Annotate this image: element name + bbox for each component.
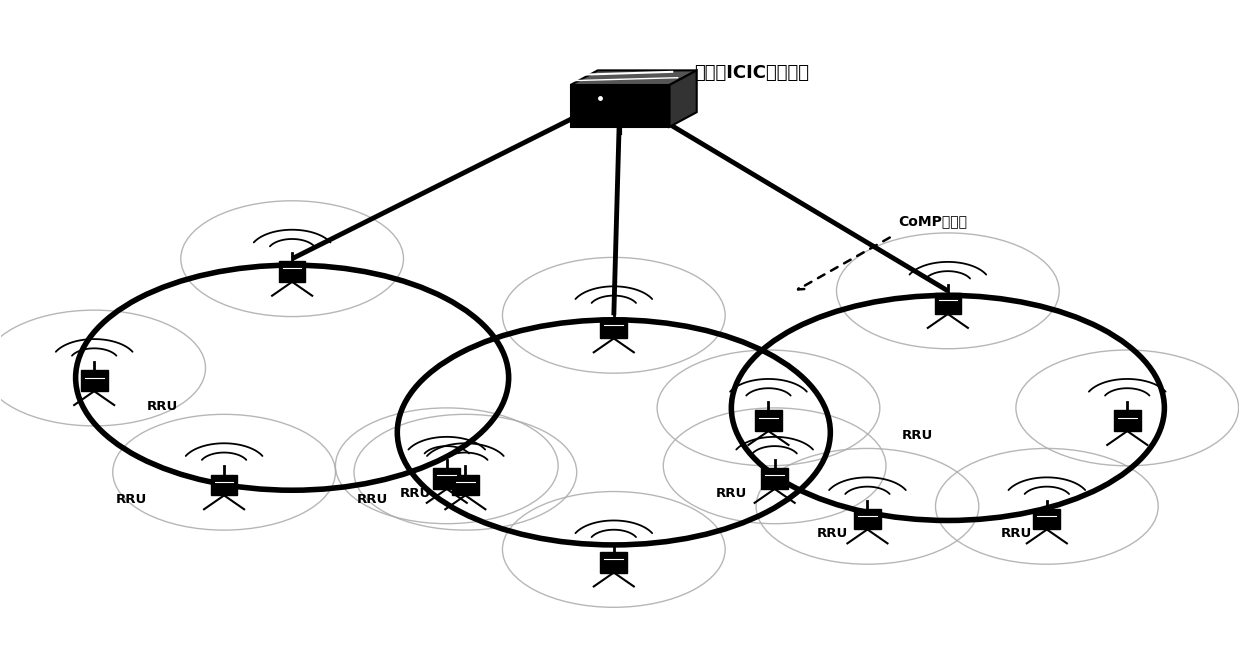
Text: RRU: RRU xyxy=(115,494,146,506)
Bar xyxy=(600,552,627,572)
Text: RRU: RRU xyxy=(901,429,932,442)
Bar xyxy=(453,475,479,495)
Bar xyxy=(1033,508,1060,530)
Text: 集中的ICIC控制设备: 集中的ICIC控制设备 xyxy=(694,65,810,83)
Bar xyxy=(279,261,305,282)
Polygon shape xyxy=(670,70,697,127)
Bar xyxy=(935,293,961,314)
Text: RRU: RRU xyxy=(401,487,432,500)
Text: CoMP协作组: CoMP协作组 xyxy=(898,214,967,228)
Bar xyxy=(1114,410,1141,431)
Bar xyxy=(434,468,460,489)
Text: RRU: RRU xyxy=(817,528,848,541)
Bar xyxy=(761,468,787,489)
Text: RRU: RRU xyxy=(357,494,388,506)
Bar xyxy=(211,475,237,495)
Text: RRU: RRU xyxy=(1001,528,1032,541)
Bar xyxy=(81,370,108,391)
Polygon shape xyxy=(570,70,697,85)
Bar xyxy=(600,318,627,339)
Bar xyxy=(755,410,782,431)
Text: RRU: RRU xyxy=(146,400,177,413)
Bar xyxy=(854,508,880,530)
Text: RRU: RRU xyxy=(715,487,746,500)
Polygon shape xyxy=(570,85,670,127)
